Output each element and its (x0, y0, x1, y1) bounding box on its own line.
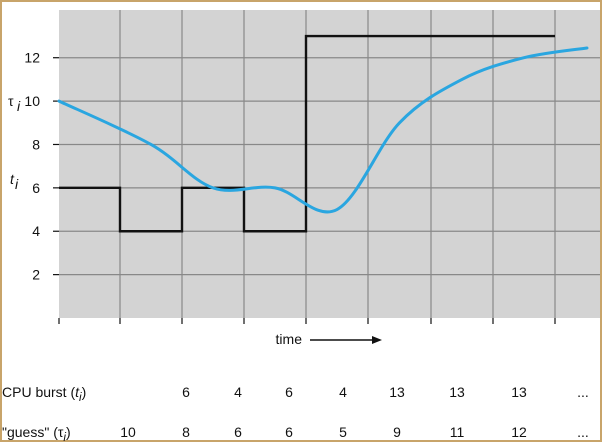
guess-value: 11 (449, 424, 465, 440)
guess-row: "guess" (τi) 10 8 6 6 5 9 11 12 ... (2, 424, 598, 444)
guess-axis-label: τ (8, 93, 14, 109)
x-axis-label: time (276, 331, 303, 347)
y-tick-label: 10 (24, 93, 40, 109)
cpu-burst-value: 13 (449, 384, 465, 400)
time-arrow-head (372, 336, 382, 344)
cpu-burst-ellipsis: ... (577, 384, 589, 400)
plot-area (59, 10, 600, 318)
guess-axis-label-subscript: i (17, 98, 21, 114)
cpu-burst-row: CPU burst (ti) 6 4 6 4 13 13 13 ... (2, 384, 598, 404)
guess-ellipsis: ... (577, 424, 589, 440)
guess-label: "guess" (τi) (2, 424, 71, 444)
y-tick-label: 8 (32, 136, 40, 152)
cpu-burst-value: 6 (285, 384, 293, 400)
guess-value: 8 (182, 424, 190, 440)
guess-value: 5 (339, 424, 347, 440)
burst-axis-label: t (10, 171, 15, 187)
guess-series-line (57, 46, 589, 214)
guess-value: 6 (234, 424, 242, 440)
guess-value: 10 (120, 424, 136, 440)
cpu-burst-label: CPU burst (ti) (2, 384, 87, 404)
guess-value: 6 (285, 424, 293, 440)
cpu-burst-value: 6 (182, 384, 190, 400)
burst-axis-label-subscript: i (15, 176, 19, 192)
y-tick-label: 4 (32, 223, 40, 239)
cpu-burst-value: 4 (234, 384, 242, 400)
y-tick-label: 2 (32, 267, 40, 283)
cpu-burst-value: 13 (389, 384, 405, 400)
cpu-burst-value: 4 (339, 384, 347, 400)
cpu-burst-value: 13 (511, 384, 527, 400)
guess-value: 9 (393, 424, 401, 440)
guess-value: 12 (511, 424, 527, 440)
y-tick-label: 12 (24, 50, 40, 66)
cpu-burst-series-line (59, 34, 555, 233)
y-tick-label: 6 (32, 180, 40, 196)
